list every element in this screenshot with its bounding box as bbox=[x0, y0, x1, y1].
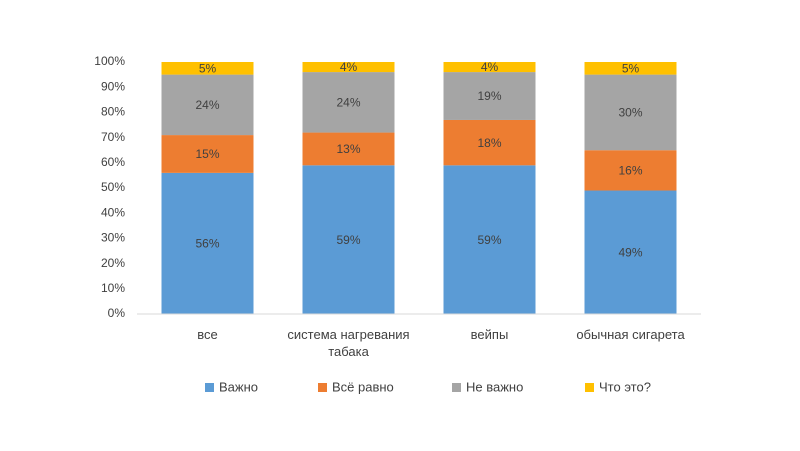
y-tick-label: 100% bbox=[94, 54, 125, 68]
y-tick-label: 40% bbox=[101, 205, 125, 219]
bar-segment bbox=[584, 74, 677, 151]
bar-segment bbox=[302, 72, 395, 133]
bar-segment bbox=[584, 150, 677, 191]
data-label: 5% bbox=[199, 61, 217, 75]
data-label: 24% bbox=[336, 95, 360, 109]
bar-segment bbox=[302, 132, 395, 166]
x-tick-label: система нагревания табака bbox=[287, 327, 410, 359]
bar-segment bbox=[443, 72, 536, 120]
y-tick-label: 0% bbox=[108, 306, 126, 320]
data-label: 4% bbox=[340, 60, 358, 74]
y-tick-label: 20% bbox=[101, 256, 125, 270]
legend-swatch bbox=[318, 383, 327, 392]
legend-label: Всё равно bbox=[332, 379, 394, 394]
bar-segment bbox=[302, 165, 395, 314]
y-tick-label: 50% bbox=[101, 180, 125, 194]
data-label: 15% bbox=[195, 147, 219, 161]
data-label: 56% bbox=[195, 237, 219, 251]
legend-label: Не важно bbox=[466, 379, 523, 394]
bar-segment bbox=[302, 62, 395, 73]
data-label: 30% bbox=[618, 106, 642, 120]
data-label: 18% bbox=[477, 136, 501, 150]
bar-segment bbox=[161, 74, 254, 136]
legend-swatch bbox=[452, 383, 461, 392]
data-label: 16% bbox=[618, 164, 642, 178]
data-label: 59% bbox=[336, 233, 360, 247]
data-label: 49% bbox=[618, 245, 642, 259]
bar-segment bbox=[584, 62, 677, 75]
y-tick-label: 30% bbox=[101, 231, 125, 245]
y-tick-label: 60% bbox=[101, 155, 125, 169]
legend-label: Что это? bbox=[599, 379, 651, 394]
y-tick-label: 90% bbox=[101, 79, 125, 93]
legend-swatch bbox=[585, 383, 594, 392]
y-tick-label: 10% bbox=[101, 281, 125, 295]
data-label: 13% bbox=[336, 142, 360, 156]
x-tick-label: обычная сигарета bbox=[576, 327, 685, 342]
data-label: 59% bbox=[477, 233, 501, 247]
bar-segment bbox=[161, 135, 254, 173]
data-label: 19% bbox=[477, 89, 501, 103]
legend-label: Важно bbox=[219, 379, 258, 394]
data-label: 24% bbox=[195, 98, 219, 112]
data-label: 4% bbox=[481, 60, 499, 74]
y-tick-label: 80% bbox=[101, 105, 125, 119]
y-tick-label: 70% bbox=[101, 130, 125, 144]
x-tick-label: все bbox=[197, 327, 218, 342]
bar-segment bbox=[443, 165, 536, 314]
bar-segment bbox=[161, 172, 254, 314]
bar-segment bbox=[443, 119, 536, 166]
legend-swatch bbox=[205, 383, 214, 392]
bar-segment bbox=[584, 190, 677, 314]
bar-segment bbox=[161, 62, 254, 75]
bar-segment bbox=[443, 62, 536, 73]
x-tick-label: вейпы bbox=[470, 327, 509, 342]
data-label: 5% bbox=[622, 61, 640, 75]
